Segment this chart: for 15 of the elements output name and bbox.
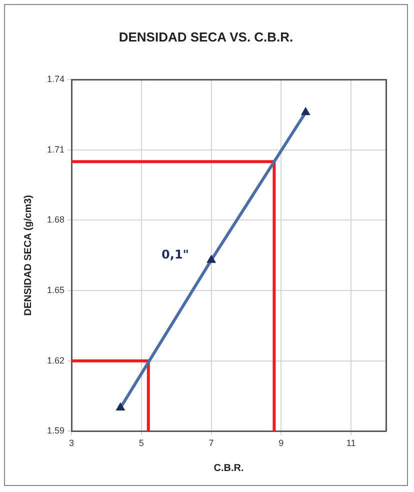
y-tick-label: 1.71 xyxy=(46,144,65,154)
x-tick-label: 7 xyxy=(208,438,214,448)
x-tick-label: 5 xyxy=(138,438,144,448)
annotation: 0,1" xyxy=(162,248,190,262)
y-axis-title: DENSIDAD SECA (g/cm3) xyxy=(22,195,34,316)
y-tick-label: 1.68 xyxy=(46,214,65,225)
y-tick-label: 1.65 xyxy=(46,285,65,296)
x-tick-label: 11 xyxy=(346,438,356,448)
chart-title: DENSIDAD SECA VS. C.B.R. xyxy=(118,29,294,44)
y-tick-label: 1.62 xyxy=(46,355,65,366)
y-tick-label: 1.74 xyxy=(46,74,65,84)
x-tick-label: 3 xyxy=(69,438,74,448)
x-axis-title: C.B.R. xyxy=(214,462,244,474)
y-tick-label: 1.59 xyxy=(46,426,65,436)
x-tick-label: 9 xyxy=(278,438,284,448)
